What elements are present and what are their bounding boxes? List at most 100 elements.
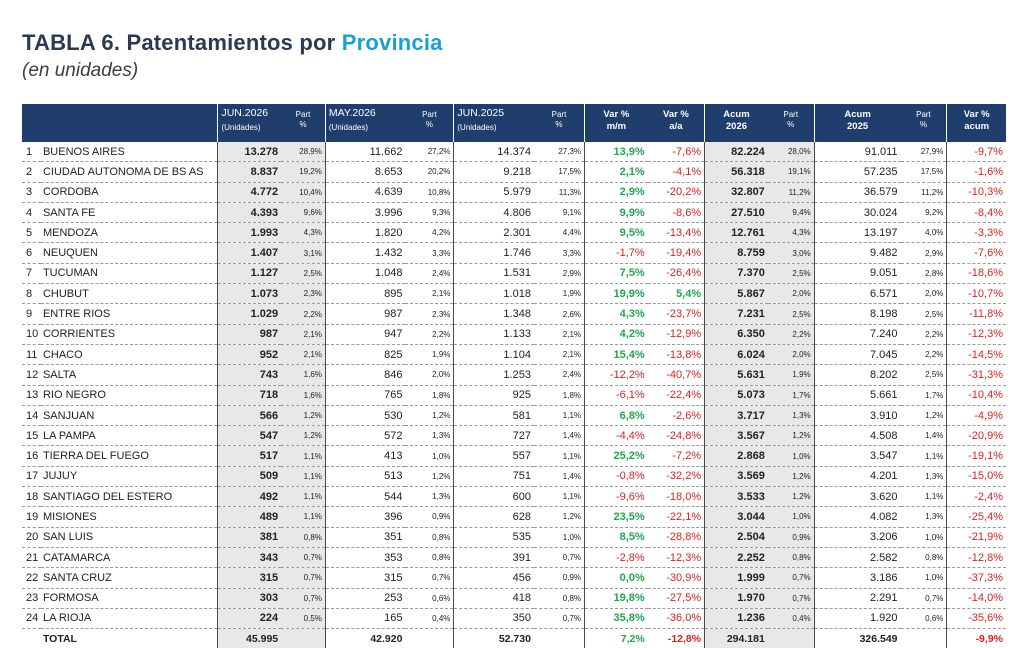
var-acum: -10,3% [946, 182, 1006, 203]
may2026-part: 0,8% [405, 527, 455, 548]
var-mm: -9,6% [584, 486, 648, 508]
jun2026-part: 0,5% [281, 608, 326, 630]
var-mm: 15,4% [584, 344, 648, 366]
header-part-4: Part% [767, 104, 815, 142]
header-part-3: Part% [533, 104, 586, 142]
acum2026-units: 3.717 [704, 405, 768, 427]
row-index: 16 [22, 445, 41, 467]
table-row: 18 SANTIAGO DEL ESTERO 492 1,1% 544 1,3% 600 1,… [22, 486, 1006, 508]
may2026-part: 1,0% [405, 445, 455, 467]
may2026-units: 846 [325, 364, 406, 386]
acum2026-part: 1,9% [767, 364, 815, 386]
header-part-5: Part% [900, 104, 948, 142]
table-row: 12 SALTA 743 1,6% 846 2,0% 1.253 2,4% -12,2% -40,… [22, 364, 1006, 386]
jun2026-part: 1,1% [281, 466, 326, 488]
acum2026-part: 2,2% [767, 324, 815, 345]
jun2025-part: 1,4% [533, 425, 586, 447]
jun2026-part: 19,2% [281, 161, 326, 183]
jun2026-units: 1.029 [217, 303, 282, 325]
total-vaa: -12,8% [647, 628, 706, 648]
var-acum: -31,3% [946, 364, 1006, 386]
table-row: 7 TUCUMAN 1.127 2,5% 1.048 2,4% 1.531 2,9% 7,5% -… [22, 263, 1006, 285]
var-mm: -1,7% [584, 242, 648, 264]
jun2025-units: 1.018 [453, 283, 534, 305]
acum2026-part: 1,0% [767, 506, 815, 528]
var-mm: 9,9% [584, 202, 648, 224]
var-aa: -13,8% [647, 344, 706, 366]
jun2026-units: 547 [217, 425, 282, 447]
var-mm: -6,1% [584, 385, 648, 406]
jun2026-part: 2,3% [281, 283, 326, 305]
province-name: SANTIAGO DEL ESTERO [40, 486, 219, 508]
jun2025-units: 456 [453, 567, 534, 589]
may2026-part: 1,3% [405, 425, 455, 447]
header-var-mm: Var % m/m [584, 104, 648, 142]
var-aa: -20,2% [647, 182, 706, 203]
acum2025-units: 4.508 [814, 425, 901, 447]
total-empty-cell [900, 628, 948, 648]
acum2026-units: 6.024 [704, 344, 768, 366]
total-jun26: 45.995 [217, 628, 282, 648]
table-row: 20 SAN LUIS 381 0,8% 351 0,8% 535 1,0% 8,5% -28,8… [22, 527, 1006, 548]
row-index: 13 [22, 385, 41, 406]
jun2025-units: 14.374 [453, 142, 534, 163]
acum2025-units: 57.235 [814, 161, 901, 183]
var-acum: -8,4% [946, 202, 1006, 224]
table-row: 14 SANJUAN 566 1,2% 530 1,2% 581 1,1% 6,8% -2,6% 3… [22, 405, 1006, 427]
table-row: 15 LA PAMPA 547 1,2% 572 1,3% 727 1,4% -4,4% -24,… [22, 425, 1006, 447]
jun2026-units: 343 [217, 547, 282, 569]
row-index: 21 [22, 547, 41, 569]
may2026-part: 10,8% [405, 182, 455, 203]
row-index: 11 [22, 344, 41, 366]
acum2026-units: 3.044 [704, 506, 768, 528]
row-index: 12 [22, 364, 41, 386]
acum2025-units: 6.571 [814, 283, 901, 305]
table-title: TABLA 6. Patentamientos por Provincia [22, 30, 443, 56]
header-acum-2025: Acum 2025 [814, 104, 901, 142]
table-body: 1 BUENOS AIRES 13.278 28,9% 11.662 27,2% 14.37… [22, 142, 1006, 648]
var-aa: -13,4% [647, 222, 706, 244]
may2026-units: 413 [325, 445, 406, 467]
jun2026-part: 0,7% [281, 588, 326, 609]
var-aa: -4,1% [647, 161, 706, 183]
province-name: ENTRE RIOS [40, 303, 219, 325]
table-subtitle: (en unidades) [22, 60, 139, 81]
jun2026-units: 492 [217, 486, 282, 508]
may2026-units: 351 [325, 527, 406, 548]
jun2026-units: 743 [217, 364, 282, 386]
table-row: 8 CHUBUT 1.073 2,3% 895 2,1% 1.018 1,9% 19,9% 5,4… [22, 283, 1006, 305]
jun2025-part: 11,3% [533, 182, 586, 203]
jun2026-part: 9,6% [281, 202, 326, 224]
var-aa: -7,2% [647, 445, 706, 467]
var-mm: -4,4% [584, 425, 648, 447]
may2026-units: 765 [325, 385, 406, 406]
acum2026-part: 0,7% [767, 567, 815, 589]
var-aa: -32,2% [647, 466, 706, 488]
acum2025-part: 2,2% [900, 324, 948, 345]
acum2025-part: 2,5% [900, 303, 948, 325]
jun2026-units: 517 [217, 445, 282, 467]
acum2026-units: 7.370 [704, 263, 768, 285]
acum2026-units: 2.504 [704, 527, 768, 548]
var-aa: -26,4% [647, 263, 706, 285]
acum2025-part: 0,8% [900, 547, 948, 569]
acum2025-units: 8.198 [814, 303, 901, 325]
acum2025-units: 7.240 [814, 324, 901, 345]
acum2025-part: 2,0% [900, 283, 948, 305]
acum2026-part: 19,1% [767, 161, 815, 183]
acum2025-part: 4,0% [900, 222, 948, 244]
row-index: 20 [22, 527, 41, 548]
header-jun2026: JUN.2026 (Unidades) [217, 104, 282, 142]
var-mm: 13,9% [584, 142, 648, 163]
acum2025-part: 1,2% [900, 405, 948, 427]
row-index: 10 [22, 324, 41, 345]
may2026-units: 11.662 [325, 142, 406, 163]
may2026-units: 1.432 [325, 242, 406, 264]
total-vmm: 7,2% [620, 632, 645, 645]
var-acum: -12,3% [946, 324, 1006, 345]
jun2026-units: 489 [217, 506, 282, 528]
province-name: BUENOS AIRES [40, 142, 219, 163]
province-name: CORRIENTES [40, 324, 219, 345]
var-acum: -3,3% [946, 222, 1006, 244]
total-empty-cell [22, 629, 41, 648]
